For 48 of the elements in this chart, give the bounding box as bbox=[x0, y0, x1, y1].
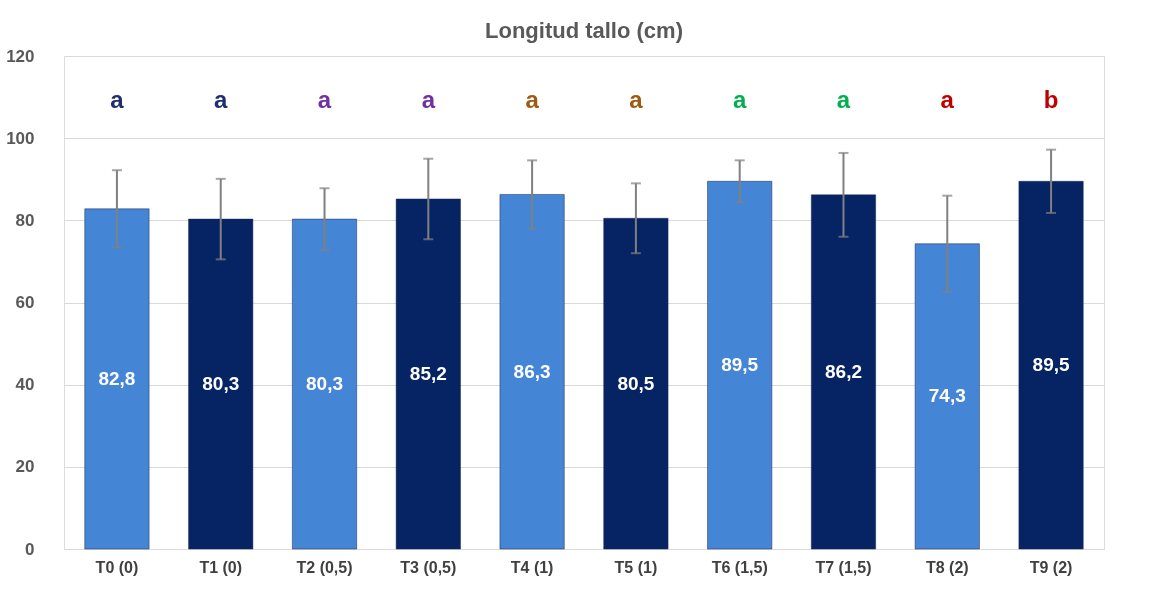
annotation: a bbox=[629, 86, 644, 113]
bar bbox=[811, 194, 876, 550]
data-label: 80,3 bbox=[202, 373, 240, 395]
bar bbox=[499, 194, 565, 550]
chart-title: Longitud tallo (cm) bbox=[485, 18, 683, 43]
x-tick-label: T6 (1,5) bbox=[711, 558, 768, 576]
x-tick-label: T2 (0,5) bbox=[296, 558, 353, 576]
annotation: a bbox=[214, 86, 229, 113]
annotation: a bbox=[317, 86, 332, 113]
y-tick-label: 80 bbox=[15, 210, 35, 230]
data-label: 86,2 bbox=[824, 360, 862, 382]
y-tick-label: 100 bbox=[6, 128, 35, 148]
y-tick-label: 0 bbox=[25, 539, 35, 559]
x-tick-label: T1 (0) bbox=[199, 558, 243, 576]
x-tick-label: T7 (1,5) bbox=[815, 558, 872, 576]
annotation: a bbox=[110, 86, 125, 113]
data-label: 89,5 bbox=[721, 354, 759, 376]
data-label: 82,8 bbox=[98, 367, 136, 389]
y-tick-label: 20 bbox=[15, 457, 35, 477]
bar bbox=[395, 198, 461, 550]
data-label: 86,3 bbox=[513, 360, 551, 382]
x-tick-label: T9 (2) bbox=[1029, 558, 1073, 576]
data-label: 80,5 bbox=[617, 372, 655, 394]
x-tick-label: T5 (1) bbox=[614, 558, 658, 576]
bar bbox=[84, 208, 150, 550]
bar bbox=[292, 218, 357, 550]
bar bbox=[603, 218, 669, 550]
annotation: a bbox=[733, 86, 748, 113]
annotation: a bbox=[836, 86, 851, 113]
data-label: 85,2 bbox=[409, 362, 447, 384]
y-tick-label: 60 bbox=[15, 293, 35, 312]
bar bbox=[914, 243, 980, 550]
data-label: 89,5 bbox=[1032, 354, 1070, 376]
bar bbox=[1018, 181, 1084, 550]
data-label: 80,3 bbox=[306, 373, 344, 395]
x-tick-label: T4 (1) bbox=[510, 558, 554, 576]
x-tick-label: T0 (0) bbox=[95, 558, 139, 576]
annotation: b bbox=[1043, 86, 1059, 113]
data-label: 74,3 bbox=[928, 385, 966, 407]
x-tick-label: T3 (0,5) bbox=[400, 558, 457, 576]
y-tick-label: 120 bbox=[6, 46, 35, 66]
annotation: a bbox=[940, 86, 955, 113]
x-tick-label: T8 (2) bbox=[925, 558, 969, 576]
bar bbox=[707, 181, 773, 550]
annotation: a bbox=[421, 86, 436, 113]
y-tick-label: 40 bbox=[15, 375, 35, 395]
bar bbox=[188, 218, 254, 550]
annotation: a bbox=[525, 86, 540, 113]
